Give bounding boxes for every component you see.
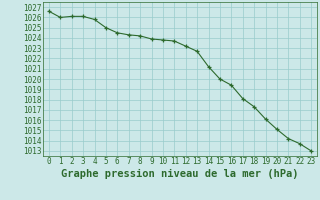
X-axis label: Graphe pression niveau de la mer (hPa): Graphe pression niveau de la mer (hPa) [61,169,299,179]
